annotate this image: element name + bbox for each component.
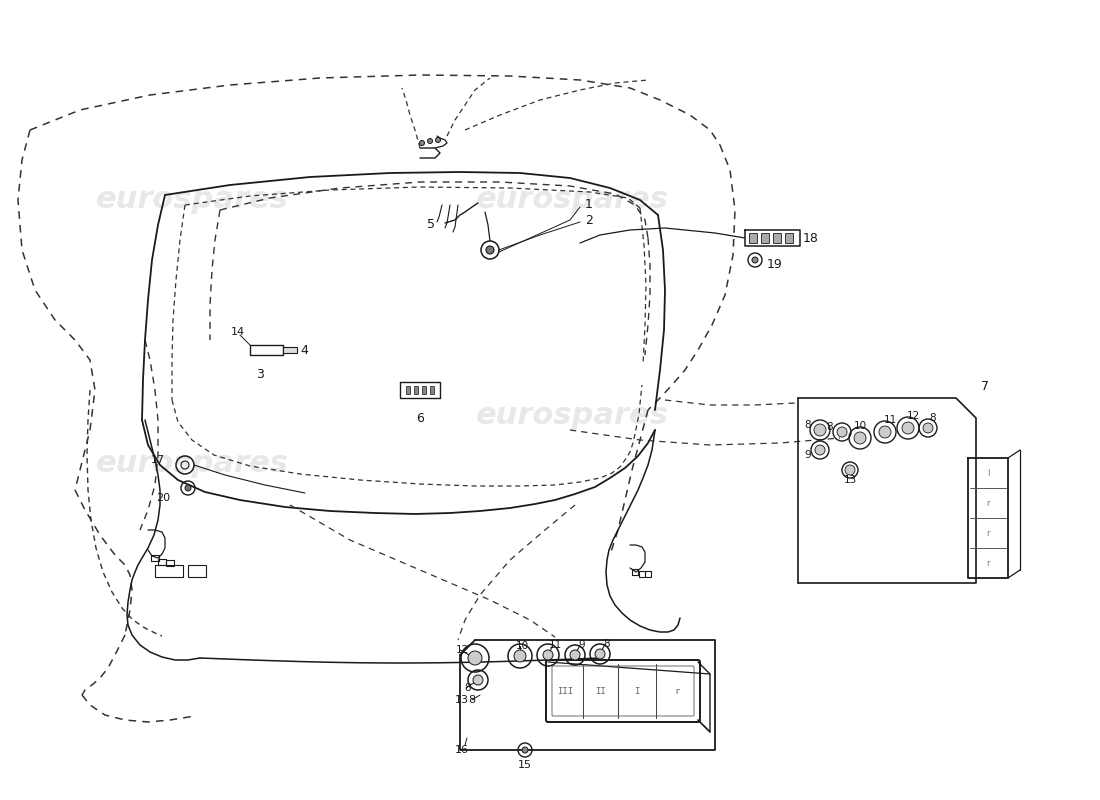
- Bar: [414, 386, 418, 394]
- Text: I: I: [987, 469, 989, 478]
- Bar: [430, 386, 434, 394]
- Text: 8: 8: [930, 413, 936, 423]
- Text: 12: 12: [906, 411, 920, 421]
- Circle shape: [570, 650, 580, 660]
- Circle shape: [845, 465, 855, 475]
- Text: 17: 17: [151, 455, 165, 465]
- Text: 13: 13: [455, 695, 469, 705]
- Text: 8: 8: [464, 683, 471, 693]
- Text: 8: 8: [604, 639, 611, 649]
- Circle shape: [419, 141, 425, 146]
- Circle shape: [879, 426, 891, 438]
- Text: 8: 8: [805, 420, 812, 430]
- Text: r: r: [987, 498, 990, 507]
- Text: 8: 8: [469, 695, 475, 705]
- Circle shape: [543, 650, 553, 660]
- Circle shape: [185, 485, 191, 491]
- Text: 18: 18: [803, 231, 818, 245]
- Text: 6: 6: [416, 412, 424, 425]
- Circle shape: [436, 138, 440, 142]
- Text: r: r: [987, 558, 990, 567]
- Text: 11: 11: [549, 640, 562, 650]
- Bar: [406, 386, 410, 394]
- Circle shape: [752, 257, 758, 263]
- Text: 4: 4: [300, 343, 308, 357]
- Text: eurospares: eurospares: [475, 186, 669, 214]
- Circle shape: [595, 649, 605, 659]
- Circle shape: [486, 246, 494, 254]
- Text: 5: 5: [427, 218, 434, 231]
- Text: eurospares: eurospares: [96, 186, 289, 214]
- Bar: [283, 347, 297, 353]
- Text: 16: 16: [455, 745, 469, 755]
- Text: eurospares: eurospares: [475, 402, 669, 430]
- Text: 3: 3: [256, 368, 264, 381]
- Bar: [785, 233, 793, 243]
- Bar: [749, 233, 757, 243]
- Bar: [188, 565, 206, 577]
- Text: 15: 15: [518, 760, 532, 770]
- Circle shape: [837, 427, 847, 437]
- Bar: [773, 233, 781, 243]
- Bar: [761, 233, 769, 243]
- Text: 11: 11: [883, 415, 896, 425]
- Circle shape: [902, 422, 914, 434]
- Circle shape: [522, 747, 528, 753]
- Text: 9: 9: [805, 450, 812, 460]
- Circle shape: [468, 651, 482, 665]
- Text: r: r: [674, 687, 680, 697]
- Text: 20: 20: [156, 493, 170, 503]
- Text: r: r: [987, 529, 990, 538]
- Text: eurospares: eurospares: [96, 450, 289, 478]
- Text: 2: 2: [585, 214, 593, 226]
- Circle shape: [854, 432, 866, 444]
- Bar: [422, 386, 426, 394]
- Text: 9: 9: [579, 640, 585, 650]
- Text: 10: 10: [516, 641, 529, 651]
- Text: II: II: [595, 687, 605, 697]
- Circle shape: [815, 445, 825, 455]
- Circle shape: [514, 650, 526, 662]
- Circle shape: [473, 675, 483, 685]
- Text: 7: 7: [981, 380, 989, 393]
- Text: 1: 1: [585, 198, 593, 211]
- Text: 12: 12: [455, 645, 469, 655]
- Text: I: I: [635, 687, 640, 697]
- Text: 8: 8: [827, 422, 834, 432]
- Circle shape: [814, 424, 826, 436]
- Text: 14: 14: [231, 327, 245, 337]
- Text: 19: 19: [767, 258, 783, 271]
- Bar: [155, 565, 183, 577]
- Text: 13: 13: [844, 475, 857, 485]
- Circle shape: [428, 138, 432, 143]
- Text: III: III: [557, 687, 573, 697]
- Text: 10: 10: [854, 421, 867, 431]
- Circle shape: [923, 423, 933, 433]
